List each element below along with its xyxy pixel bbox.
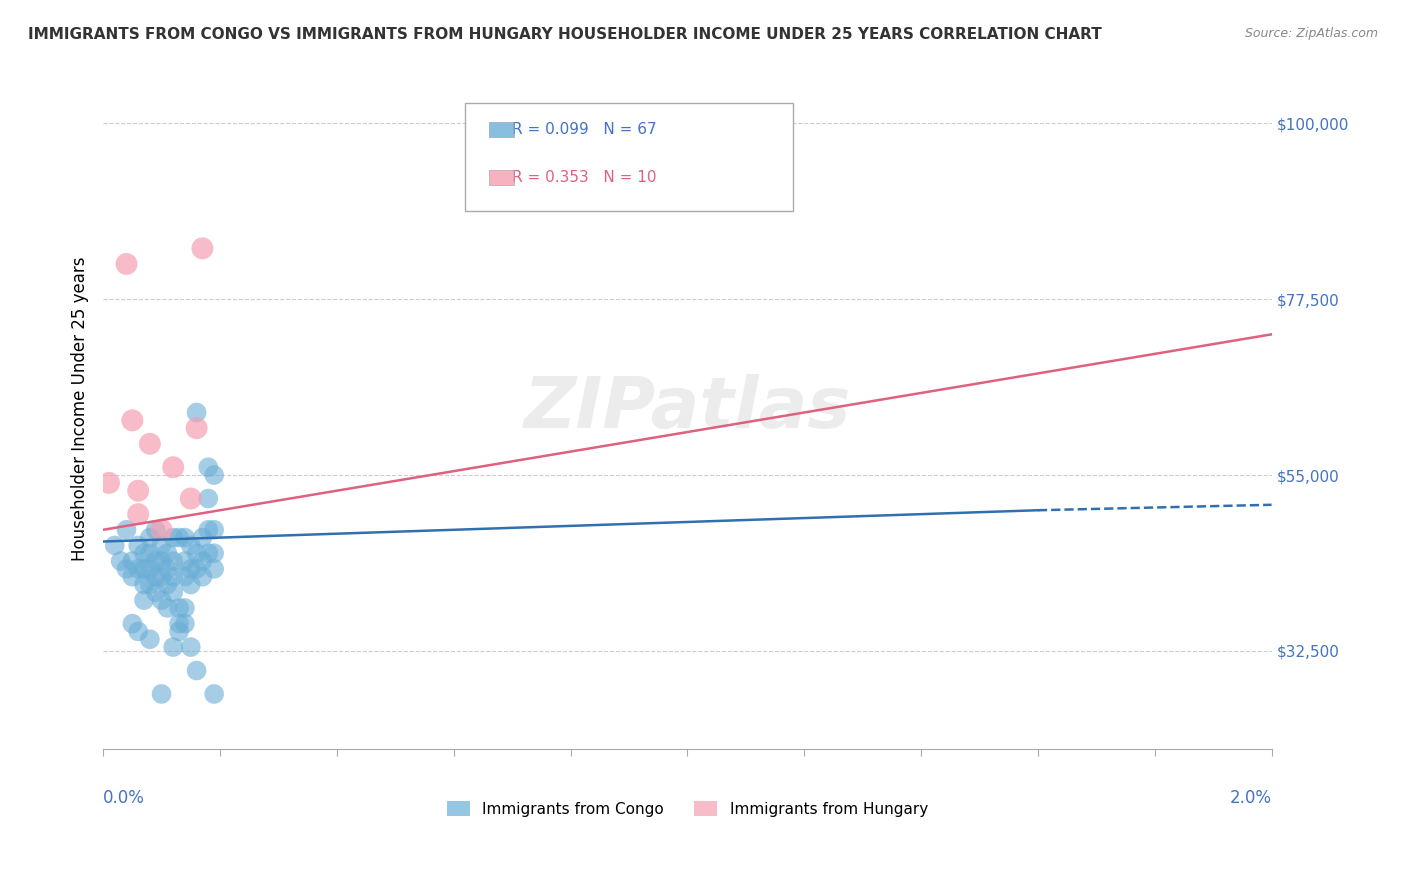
Point xyxy=(174,554,197,568)
Point xyxy=(174,531,197,545)
Point xyxy=(202,546,225,560)
Point xyxy=(202,468,225,483)
FancyBboxPatch shape xyxy=(489,122,515,137)
Point xyxy=(197,546,219,560)
Point xyxy=(180,640,202,654)
Point xyxy=(197,491,219,506)
Point xyxy=(127,624,149,639)
Point xyxy=(162,640,184,654)
Legend: Immigrants from Congo, Immigrants from Hungary: Immigrants from Congo, Immigrants from H… xyxy=(441,795,934,822)
Point xyxy=(191,554,214,568)
Point xyxy=(174,616,197,631)
Point xyxy=(191,570,214,584)
FancyBboxPatch shape xyxy=(489,169,515,185)
Point xyxy=(132,546,155,560)
Point xyxy=(167,531,190,545)
Text: 2.0%: 2.0% xyxy=(1230,789,1271,807)
Point xyxy=(202,687,225,701)
Point xyxy=(156,577,179,591)
Point xyxy=(156,562,179,576)
Text: R = 0.099   N = 67: R = 0.099 N = 67 xyxy=(512,122,657,137)
Point xyxy=(139,437,162,451)
Text: ZIPatlas: ZIPatlas xyxy=(523,374,851,443)
Point xyxy=(127,562,149,576)
Point xyxy=(162,570,184,584)
Point xyxy=(150,554,173,568)
Point xyxy=(162,554,184,568)
Point xyxy=(174,570,197,584)
Point xyxy=(98,475,121,490)
Y-axis label: Householder Income Under 25 years: Householder Income Under 25 years xyxy=(72,256,89,561)
Point xyxy=(167,601,190,615)
Point xyxy=(132,562,155,576)
Point xyxy=(139,531,162,545)
Point xyxy=(127,507,149,521)
Point xyxy=(145,585,167,599)
Point xyxy=(110,554,132,568)
Point xyxy=(186,421,208,435)
Point xyxy=(139,562,162,576)
Point xyxy=(139,577,162,591)
Point xyxy=(121,413,143,427)
Point xyxy=(145,523,167,537)
Point xyxy=(150,593,173,607)
Point xyxy=(145,554,167,568)
Point xyxy=(186,562,208,576)
Point xyxy=(104,538,127,552)
Text: 0.0%: 0.0% xyxy=(103,789,145,807)
Text: R = 0.353   N = 10: R = 0.353 N = 10 xyxy=(512,169,657,185)
Point xyxy=(191,241,214,255)
Point xyxy=(121,616,143,631)
Point xyxy=(132,577,155,591)
Point xyxy=(145,570,167,584)
Point xyxy=(180,562,202,576)
Point xyxy=(156,546,179,560)
Point xyxy=(132,593,155,607)
Point xyxy=(139,546,162,560)
Point xyxy=(180,491,202,506)
Point xyxy=(127,538,149,552)
Point xyxy=(162,585,184,599)
Point xyxy=(186,664,208,678)
Point xyxy=(162,460,184,475)
Point xyxy=(115,257,138,271)
Point xyxy=(174,601,197,615)
Point xyxy=(202,562,225,576)
Point xyxy=(167,624,190,639)
Text: Source: ZipAtlas.com: Source: ZipAtlas.com xyxy=(1244,27,1378,40)
Point xyxy=(197,460,219,475)
Point xyxy=(121,570,143,584)
Text: IMMIGRANTS FROM CONGO VS IMMIGRANTS FROM HUNGARY HOUSEHOLDER INCOME UNDER 25 YEA: IMMIGRANTS FROM CONGO VS IMMIGRANTS FROM… xyxy=(28,27,1102,42)
FancyBboxPatch shape xyxy=(465,103,793,211)
Point xyxy=(162,531,184,545)
Point xyxy=(180,577,202,591)
Point xyxy=(127,483,149,498)
Point xyxy=(186,546,208,560)
Point xyxy=(115,562,138,576)
Point xyxy=(139,632,162,647)
Point xyxy=(191,531,214,545)
Point xyxy=(197,523,219,537)
Point xyxy=(150,687,173,701)
Point xyxy=(180,538,202,552)
Point xyxy=(167,616,190,631)
Point xyxy=(186,405,208,419)
Point xyxy=(156,601,179,615)
Point xyxy=(121,554,143,568)
Point xyxy=(150,538,173,552)
Point xyxy=(150,523,173,537)
Point xyxy=(115,523,138,537)
Point xyxy=(202,523,225,537)
Point xyxy=(150,570,173,584)
